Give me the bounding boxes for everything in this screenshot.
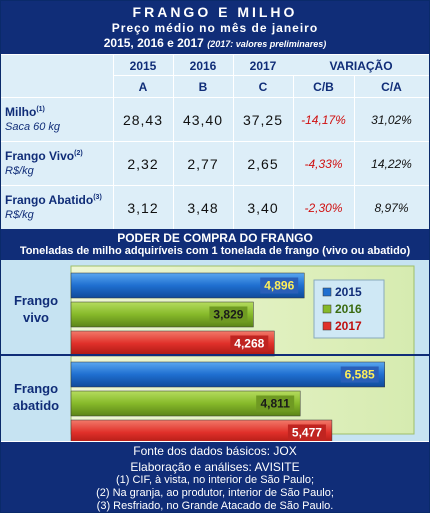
col-header-2016: 2016 xyxy=(189,59,217,73)
chart-subtitle: Toneladas de milho adquiríveis com 1 ton… xyxy=(19,245,411,257)
years-text: 2015, 2016 e 2017 xyxy=(103,36,204,50)
header: FRANGO E MILHO Preço médio no mês de jan… xyxy=(1,1,429,54)
table-cell: 2,32 xyxy=(127,156,159,172)
legend-label-2015: 2015 xyxy=(335,285,362,299)
years-line: 2015, 2016 e 2017 (2017: valores prelimi… xyxy=(1,36,429,50)
row-label-milho: Milho(1) xyxy=(5,105,45,119)
chart-title: PODER DE COMPRA DO FRANGO xyxy=(117,231,313,245)
footnote-1: (1) CIF, à vista, no interior de São Pau… xyxy=(115,474,315,486)
data-label-box xyxy=(209,306,248,323)
chart-area: 4,896 3,829 4,268 6,585 4,811 5,477 Frango viv… xyxy=(1,260,429,446)
row-unit-milho: Saca 60 kg xyxy=(5,121,61,133)
price-table: 2015 2016 2017 VARIAÇÃO A B C C/B C/A Mi… xyxy=(1,55,429,229)
row-unit-frango-abatido: R$/kg xyxy=(5,209,34,221)
col-header-2017: 2017 xyxy=(249,59,277,73)
footer-source: Fonte dos dados básicos: JOX xyxy=(133,444,297,458)
legend: 2015 2016 2017 xyxy=(313,279,385,339)
table-divider xyxy=(233,55,234,229)
table-cell: 2,77 xyxy=(187,156,219,172)
data-label-box xyxy=(340,366,379,383)
data-label-box xyxy=(260,277,299,294)
table-cell: 37,25 xyxy=(242,112,284,128)
page-title: FRANGO E MILHO xyxy=(132,4,298,20)
table-cell: 28,43 xyxy=(122,112,164,128)
table-divider xyxy=(113,75,429,76)
col-var-ca: C/A xyxy=(381,80,402,94)
category-label: Frango xyxy=(14,381,58,396)
bars-layer: 4,896 3,829 4,268 6,585 4,811 5,477 xyxy=(1,272,429,446)
data-label-box xyxy=(256,395,295,412)
table-cell-variation: -4,33% xyxy=(304,157,343,171)
row-label-text: Frango Vivo xyxy=(5,149,75,163)
footer: Fonte dos dados básicos: JOX Elaboração … xyxy=(1,442,429,512)
table-cell-variation: -14,17% xyxy=(301,113,346,127)
table-cell-variation: 31,02% xyxy=(371,113,412,127)
col-header-2015: 2015 xyxy=(129,59,157,73)
data-label-box xyxy=(287,424,326,441)
table-cell-variation: 14,22% xyxy=(371,157,412,171)
data-label: 5,477 xyxy=(292,426,322,440)
data-label: 6,585 xyxy=(345,368,375,382)
category-labels-layer: Frango vivo Frango abatido xyxy=(13,293,59,413)
legend-swatch-2015 xyxy=(322,287,332,297)
col-header-variacao: VARIAÇÃO xyxy=(329,59,393,73)
row-label-frango-abatido: Frango Abatido(3) xyxy=(5,193,102,207)
category-label: vivo xyxy=(23,310,49,325)
footnote-2: (2) Na granja, ao produtor, interior de … xyxy=(96,487,334,499)
chart-header: PODER DE COMPRA DO FRANGO Toneladas de m… xyxy=(1,229,429,260)
footnote-mark: (3) xyxy=(93,194,102,201)
col-letter-b: B xyxy=(198,80,208,94)
table-divider xyxy=(173,55,174,229)
legend-label-2017: 2017 xyxy=(335,319,362,333)
col-letter-c: C xyxy=(258,80,268,94)
table-divider xyxy=(354,75,355,229)
data-label-box xyxy=(230,335,269,352)
row-label-frango-vivo: Frango Vivo(2) xyxy=(5,149,83,163)
category-label: abatido xyxy=(13,398,59,413)
footnote-mark: (2) xyxy=(74,150,83,157)
table-cell-variation: 8,97% xyxy=(374,201,409,215)
bar-chart: 4,896 3,829 4,268 6,585 4,811 5,477 Frango viv… xyxy=(1,265,429,446)
row-unit-frango-vivo: R$/kg xyxy=(5,165,34,177)
footnote-mark: (1) xyxy=(36,106,45,113)
bar-2015-abatido xyxy=(70,361,385,388)
category-label: Frango xyxy=(14,293,58,308)
legend-label-2016: 2016 xyxy=(335,302,362,316)
table-cell: 43,40 xyxy=(182,112,224,128)
legend-swatch-2016 xyxy=(322,304,332,314)
table-divider xyxy=(293,75,294,229)
legend-swatch-2017 xyxy=(322,321,332,331)
col-letter-a: A xyxy=(138,80,148,94)
years-note: (2017: valores preliminares) xyxy=(207,39,327,49)
data-label: 3,829 xyxy=(213,308,243,322)
data-label: 4,896 xyxy=(264,279,294,293)
data-label: 4,268 xyxy=(234,337,264,351)
page-subtitle: Preço médio no mês de janeiro xyxy=(111,21,319,35)
table-divider xyxy=(1,97,429,98)
table-divider xyxy=(113,55,114,229)
table-cell-variation: -2,30% xyxy=(304,201,343,215)
table-divider xyxy=(1,141,429,142)
table-divider xyxy=(1,185,429,186)
row-label-text: Milho xyxy=(5,105,37,119)
row-label-text: Frango Abatido xyxy=(5,193,94,207)
table-cell: 3,40 xyxy=(247,200,279,216)
table-cell: 3,48 xyxy=(187,200,219,216)
data-label: 4,811 xyxy=(261,397,291,411)
footer-analysis: Elaboração e análises: AVISITE xyxy=(130,460,300,474)
footnote-3: (3) Resfriado, no Grande Atacado de São … xyxy=(96,500,334,512)
table-cell: 3,12 xyxy=(127,200,159,216)
table-cell: 2,65 xyxy=(247,156,279,172)
col-var-cb: C/B xyxy=(313,80,334,94)
